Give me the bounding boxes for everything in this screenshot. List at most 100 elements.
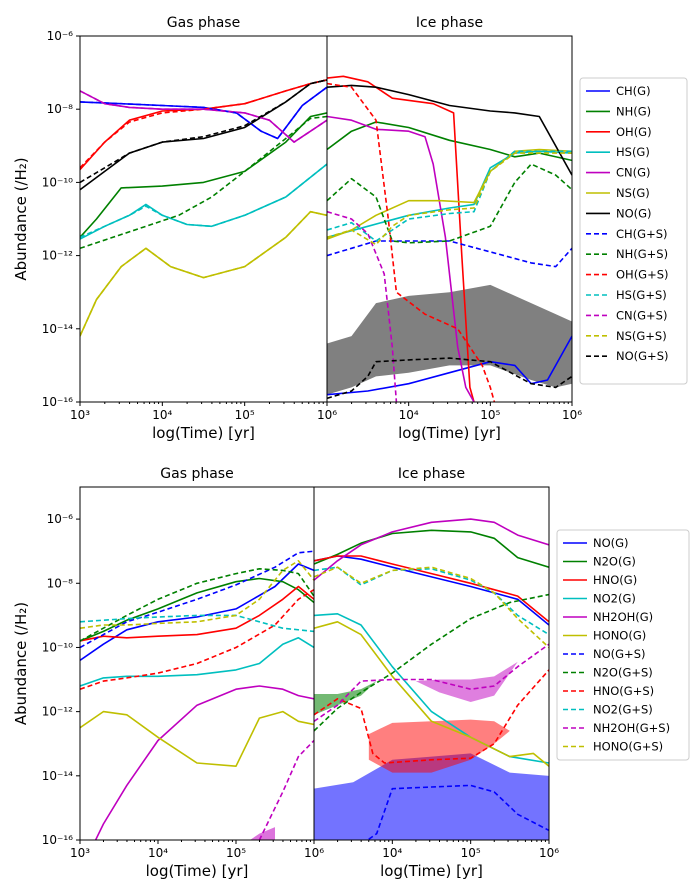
legend-label: NO2(G+S) (593, 703, 653, 717)
series-line-hono-g-s- (314, 566, 549, 649)
legend-label: HS(G+S) (616, 288, 667, 302)
series-line-ns-g-s- (80, 210, 327, 337)
y-tick-label: 10⁻¹⁶ (42, 395, 73, 409)
series-line-hno-g-s- (80, 589, 314, 690)
y-tick-label: 10⁻¹⁰ (42, 640, 73, 654)
y-tick-label: 10⁻¹⁶ (42, 833, 73, 847)
legend-label: NO(G) (593, 536, 629, 550)
panel-frame (79, 35, 328, 403)
x-tick-label: 10⁵ (461, 846, 481, 860)
legend-label: NH2OH(G) (593, 610, 653, 624)
series-line-n2o-g-s- (314, 593, 549, 732)
series-line-no-g-s- (366, 784, 549, 840)
x-tick-label: 10⁶ (539, 846, 559, 860)
x-tick-label: 10⁶ (317, 408, 337, 422)
x-axis-label: log(Time) [yr] (146, 862, 249, 880)
figure-bottom-nitrogen-oxides: Abundance (/H₂) Gas phase 10³ 10⁴ 10⁵ 10⁶ log(… (12, 466, 690, 880)
uncertainty-band (327, 284, 572, 395)
series-line-nh-g- (327, 121, 572, 162)
legend-label: NH(G+S) (616, 247, 668, 261)
uncertainty-band (415, 661, 518, 703)
legend-label: N2O(G) (593, 555, 636, 569)
legend-label: NH2OH(G+S) (593, 721, 670, 735)
series-line-no-g-s- (80, 550, 314, 649)
series-line-ns-g- (80, 210, 327, 337)
series-line-n2o-g- (314, 529, 549, 568)
series-line-ns-g-s- (327, 152, 572, 246)
panel-ice: Ice phase 10⁴ 10⁵ 10⁶ log(Time) [yr] (313, 466, 559, 880)
legend-label: CH(G) (616, 84, 651, 98)
plot-area (80, 550, 314, 840)
y-axis-label: Abundance (/H₂) (12, 157, 30, 280)
figure-top-chemistry-network: Abundance (/H₂) Gas phase 10³ 10⁴ 10⁵ 10⁶ log(… (12, 15, 688, 442)
y-tick-label: 10⁻⁶ (47, 512, 74, 526)
legend-label: HS(G) (616, 145, 650, 159)
legend-label: NO(G+S) (593, 647, 645, 661)
legend-box (556, 529, 690, 761)
y-tick-label: 10⁻⁶ (47, 29, 74, 43)
y-tick-label: 10⁻¹² (42, 705, 73, 719)
legend-label: CN(G+S) (616, 308, 667, 322)
series-line-hs-g-s- (80, 163, 327, 239)
x-axis-label: log(Time) [yr] (152, 424, 255, 442)
series-line-oh-g-s- (327, 82, 496, 402)
series-line-hono-g- (80, 710, 314, 767)
series-line-cn-g-s- (80, 90, 327, 143)
y-tick-label: 10⁻¹² (42, 249, 73, 263)
legend-label: HNO(G+S) (593, 684, 654, 698)
series-line-no2-g- (80, 637, 314, 687)
series-line-nh-g-s- (80, 115, 327, 250)
legend-label: NO2(G) (593, 592, 636, 606)
uncertainty-band (250, 827, 275, 840)
series-line-nh2oh-g-s- (314, 643, 549, 722)
x-tick-label: 10⁵ (480, 408, 500, 422)
x-tick-label: 10⁴ (382, 846, 402, 860)
y-tick-label: 10⁻¹⁰ (42, 175, 73, 189)
plot-area (314, 518, 549, 840)
legend-label: NO(G+S) (616, 349, 668, 363)
legend-label: HONO(G+S) (593, 740, 663, 754)
legend-label: CN(G) (616, 166, 651, 180)
legend-label: NH(G) (616, 104, 651, 118)
legend: CH(G) NH(G) OH(G) HS(G) CN(G) NS(G) NO(G) CH(G+… (579, 77, 688, 385)
panel-title: Gas phase (160, 466, 233, 482)
series-line-no-g- (327, 84, 572, 176)
x-tick-label: 10³ (70, 846, 90, 860)
series-line-hno-g- (314, 555, 549, 623)
legend-label: NS(G+S) (616, 329, 667, 343)
x-tick-label: 10⁵ (235, 408, 255, 422)
panel-frame (313, 486, 550, 841)
series-line-oh-g- (80, 79, 327, 171)
series-line-hono-g-s- (80, 560, 314, 629)
series-line-n2o-g-s- (80, 568, 314, 642)
y-tick-label: 10⁻⁸ (47, 102, 74, 116)
series-line-no-g- (80, 563, 314, 661)
uncertainty-band (314, 681, 377, 715)
series-line-nh2oh-g- (314, 518, 549, 581)
legend-label: NO(G) (616, 206, 652, 220)
legend-label: HONO(G) (593, 629, 646, 643)
series-line-no-g-s- (80, 79, 327, 184)
x-tick-label: 10⁴ (399, 408, 419, 422)
y-axis-label: Abundance (/H₂) (12, 602, 30, 725)
legend-label: OH(G+S) (616, 268, 669, 282)
legend-box (579, 77, 688, 385)
y-tick-label: 10⁻¹⁴ (42, 322, 73, 336)
x-axis-label: log(Time) [yr] (380, 862, 483, 880)
series-line-no2-g-s- (80, 614, 314, 633)
legend-label: CH(G+S) (616, 227, 668, 241)
legend-label: N2O(G+S) (593, 666, 653, 680)
x-tick-label: 10³ (70, 408, 90, 422)
x-tick-label: 10⁵ (226, 846, 246, 860)
panel-gas: Gas phase 10³ 10⁴ 10⁵ 10⁶ log(Time) [yr] 10⁻¹⁶… (42, 15, 337, 442)
x-tick-label: 10⁶ (304, 846, 324, 860)
series-line-nh2oh-g-s- (257, 739, 314, 840)
legend-label: NS(G) (616, 186, 650, 200)
series-line-nh2oh-g- (94, 685, 314, 840)
x-tick-label: 10⁶ (562, 408, 582, 422)
uncertainty-band (368, 719, 510, 773)
panel-title: Ice phase (398, 466, 465, 482)
panel-ice: Ice phase 10⁴ 10⁵ 10⁶ log(Time) [yr] (326, 15, 582, 442)
x-tick-label: 10⁴ (148, 846, 168, 860)
